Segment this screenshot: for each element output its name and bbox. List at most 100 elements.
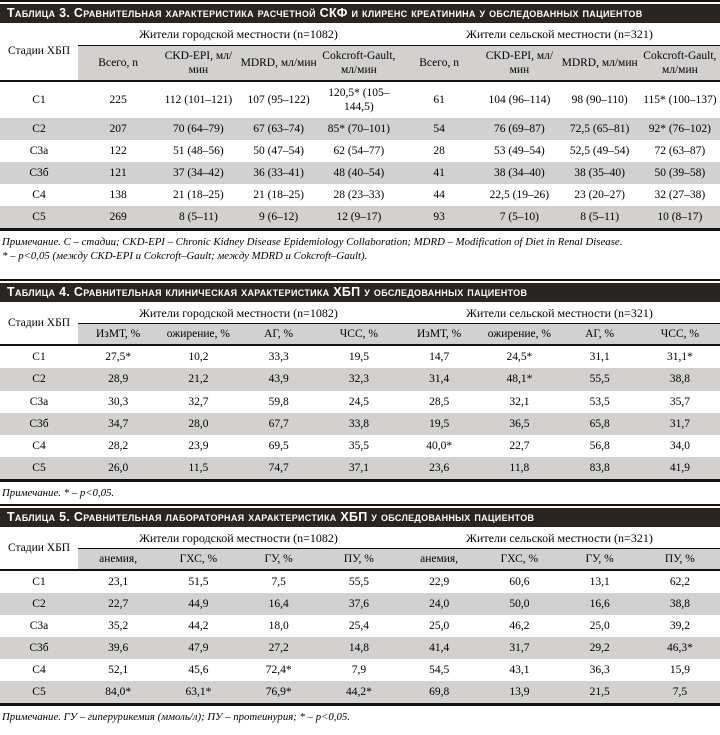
column-header-cell: MDRD, мл/мин bbox=[559, 45, 640, 82]
value-cell: 34,7 bbox=[108, 417, 129, 430]
value-cell: 65,8 bbox=[589, 417, 610, 430]
value-cell: 38,8 bbox=[669, 598, 690, 611]
value-cell: 23 (20–27) bbox=[574, 188, 626, 201]
stage-header-cell: Стадии ХБП bbox=[0, 301, 78, 347]
value-cell: 56,8 bbox=[589, 439, 610, 452]
value-cell: 28,0 bbox=[188, 417, 209, 430]
value-cell: 25,0 bbox=[589, 620, 610, 633]
column-header-row: ИзМТ, % ожирение, % АГ, % ЧСС, % ИзМТ, % ожир… bbox=[0, 323, 720, 347]
value-cell: 9 (6–12) bbox=[238, 205, 319, 231]
value-cell: 29,2 bbox=[589, 642, 610, 655]
value-cell: 25,0 bbox=[429, 620, 450, 633]
column-header-cell: Всего, n bbox=[78, 45, 159, 82]
value-cell: 7,5 bbox=[639, 681, 720, 707]
stage-cell: С3б bbox=[29, 417, 49, 430]
value-cell: 21 (18–25) bbox=[253, 188, 305, 201]
table-row: С1 23,1 51,5 7,5 55,5 22,9 60,6 13,1 62,2 bbox=[0, 570, 720, 593]
value-cell: 14,7 bbox=[429, 351, 450, 364]
value-cell: 225 bbox=[109, 93, 127, 106]
column-header-cell: ИзМТ, % bbox=[78, 323, 159, 347]
value-cell: 26,0 bbox=[78, 456, 159, 482]
stage-cell: С5 bbox=[0, 456, 78, 482]
value-cell: 37 (34–42) bbox=[172, 166, 224, 179]
value-cell: 54,5 bbox=[429, 664, 450, 677]
value-cell: 76 (69–87) bbox=[493, 122, 545, 135]
value-cell: 23,9 bbox=[188, 439, 209, 452]
value-cell: 31,1* bbox=[666, 351, 693, 364]
value-cell: 31,1 bbox=[589, 351, 610, 364]
value-cell: 52,5 (49–54) bbox=[569, 144, 630, 157]
table3-top-rule bbox=[0, 0, 720, 2]
stage-cell: С4 bbox=[32, 664, 46, 677]
value-cell: 44 bbox=[433, 188, 445, 201]
column-header-cell: MDRD, мл/мин bbox=[238, 45, 319, 82]
column-header-cell: АГ, % bbox=[559, 323, 640, 347]
value-cell: 28 bbox=[433, 144, 445, 157]
value-cell: 69,5 bbox=[268, 439, 289, 452]
group-header-cell: Жители городской местности (n=1082) bbox=[78, 301, 399, 325]
value-cell: 31,4 bbox=[429, 373, 450, 386]
table-row: С4 138 21 (18–25) 21 (18–25) 28 (23–33) 44 22,… bbox=[0, 184, 720, 206]
value-cell: 24,0 bbox=[429, 598, 450, 611]
value-cell: 21,5 bbox=[559, 681, 640, 707]
value-cell: 35,5 bbox=[348, 439, 369, 452]
table-row: С2 207 70 (64–79) 67 (63–74) 85* (70–101) 54 7… bbox=[0, 117, 720, 140]
value-cell: 39,2 bbox=[669, 620, 690, 633]
table-row: С1 27,5* 10,2 33,3 19,5 14,7 24,5* 31,1 31,1* bbox=[0, 345, 720, 368]
stage-cell: С1 bbox=[32, 93, 46, 106]
value-cell: 35,2 bbox=[108, 620, 129, 633]
value-cell: 60,6 bbox=[509, 576, 530, 589]
column-header-cell: ГХС, % bbox=[158, 548, 239, 572]
value-cell: 83,8 bbox=[559, 456, 640, 482]
table-row: С2 28,9 21,2 43,9 32,3 31,4 48,1* 55,5 38,8 bbox=[0, 368, 720, 391]
value-cell: 12 (9–17) bbox=[318, 205, 399, 231]
value-cell: 28,2 bbox=[108, 439, 129, 452]
column-header-cell: ЧСС, % bbox=[639, 323, 720, 347]
value-cell: 69,8 bbox=[399, 681, 480, 707]
value-cell: 44,2 bbox=[188, 620, 209, 633]
group-header-cell: Жители сельской местности (n=321) bbox=[399, 526, 720, 550]
column-header-cell: Всего, n bbox=[399, 45, 480, 82]
value-cell: 48,1* bbox=[506, 373, 533, 386]
value-cell: 112 (101–121) bbox=[164, 93, 233, 106]
value-cell: 104 (96–114) bbox=[488, 93, 551, 106]
value-cell: 207 bbox=[109, 122, 127, 135]
value-cell: 46,2 bbox=[509, 620, 530, 633]
value-cell: 28,9 bbox=[108, 373, 129, 386]
group-header-row: Стадии ХБП Жители городской местности (n=… bbox=[0, 301, 720, 347]
group-header-row: Стадии ХБП Жители городской местности (n=… bbox=[0, 526, 720, 572]
table-row: С3б 121 37 (34–42) 36 (33–41) 48 (40–54) 41 38… bbox=[0, 161, 720, 184]
value-cell: 43,1 bbox=[509, 664, 530, 677]
table-row: С3а 35,2 44,2 18,0 25,4 25,0 46,2 25,0 39,2 bbox=[0, 615, 720, 637]
group-header-row: Стадии ХБП Жители городской местности (n=… bbox=[0, 23, 720, 82]
value-cell: 48 (40–54) bbox=[333, 166, 385, 179]
stage-cell: С2 bbox=[32, 598, 46, 611]
value-cell: 50 (39–58) bbox=[654, 166, 706, 179]
table4-top-rule bbox=[0, 278, 720, 281]
value-cell: 7,5 bbox=[271, 576, 286, 589]
value-cell: 8 (5–11) bbox=[158, 205, 239, 231]
value-cell: 74,7 bbox=[238, 456, 319, 482]
value-cell: 85* (70–101) bbox=[327, 122, 391, 135]
value-cell: 36,5 bbox=[509, 417, 530, 430]
value-cell: 11,8 bbox=[479, 456, 560, 482]
table-row: С3б 39,6 47,9 27,2 14,8 41,4 31,7 29,2 46,3* bbox=[0, 637, 720, 660]
value-cell: 33,3 bbox=[268, 351, 289, 364]
value-cell: 24,5* bbox=[506, 351, 533, 364]
value-cell: 107 (95–122) bbox=[247, 93, 310, 106]
table5-title: Таблица 5. Сравнительная лабораторная ха… bbox=[7, 509, 535, 524]
value-cell: 62,2 bbox=[669, 576, 690, 589]
note-line: Примечание. ГУ – гиперурикемия (ммоль/л)… bbox=[2, 711, 351, 724]
value-cell: 14,8 bbox=[348, 642, 369, 655]
value-cell: 46,3* bbox=[666, 642, 693, 655]
value-cell: 269 bbox=[78, 205, 159, 231]
table5-title-bar: Таблица 5. Сравнительная лабораторная ха… bbox=[0, 507, 720, 527]
table-row: С3а 30,3 32,7 59,8 24,5 28,5 32,1 53,5 35,7 bbox=[0, 391, 720, 413]
stage-cell: С1 bbox=[32, 351, 46, 364]
value-cell: 38 (35–40) bbox=[574, 166, 626, 179]
table-row: С3б 34,7 28,0 67,7 33,8 19,5 36,5 65,8 31,7 bbox=[0, 412, 720, 435]
column-header-cell: анемия, bbox=[78, 548, 159, 572]
value-cell: 92* (76–102) bbox=[648, 122, 712, 135]
stage-cell: С3а bbox=[29, 395, 49, 408]
value-cell: 50 (47–54) bbox=[253, 144, 305, 157]
